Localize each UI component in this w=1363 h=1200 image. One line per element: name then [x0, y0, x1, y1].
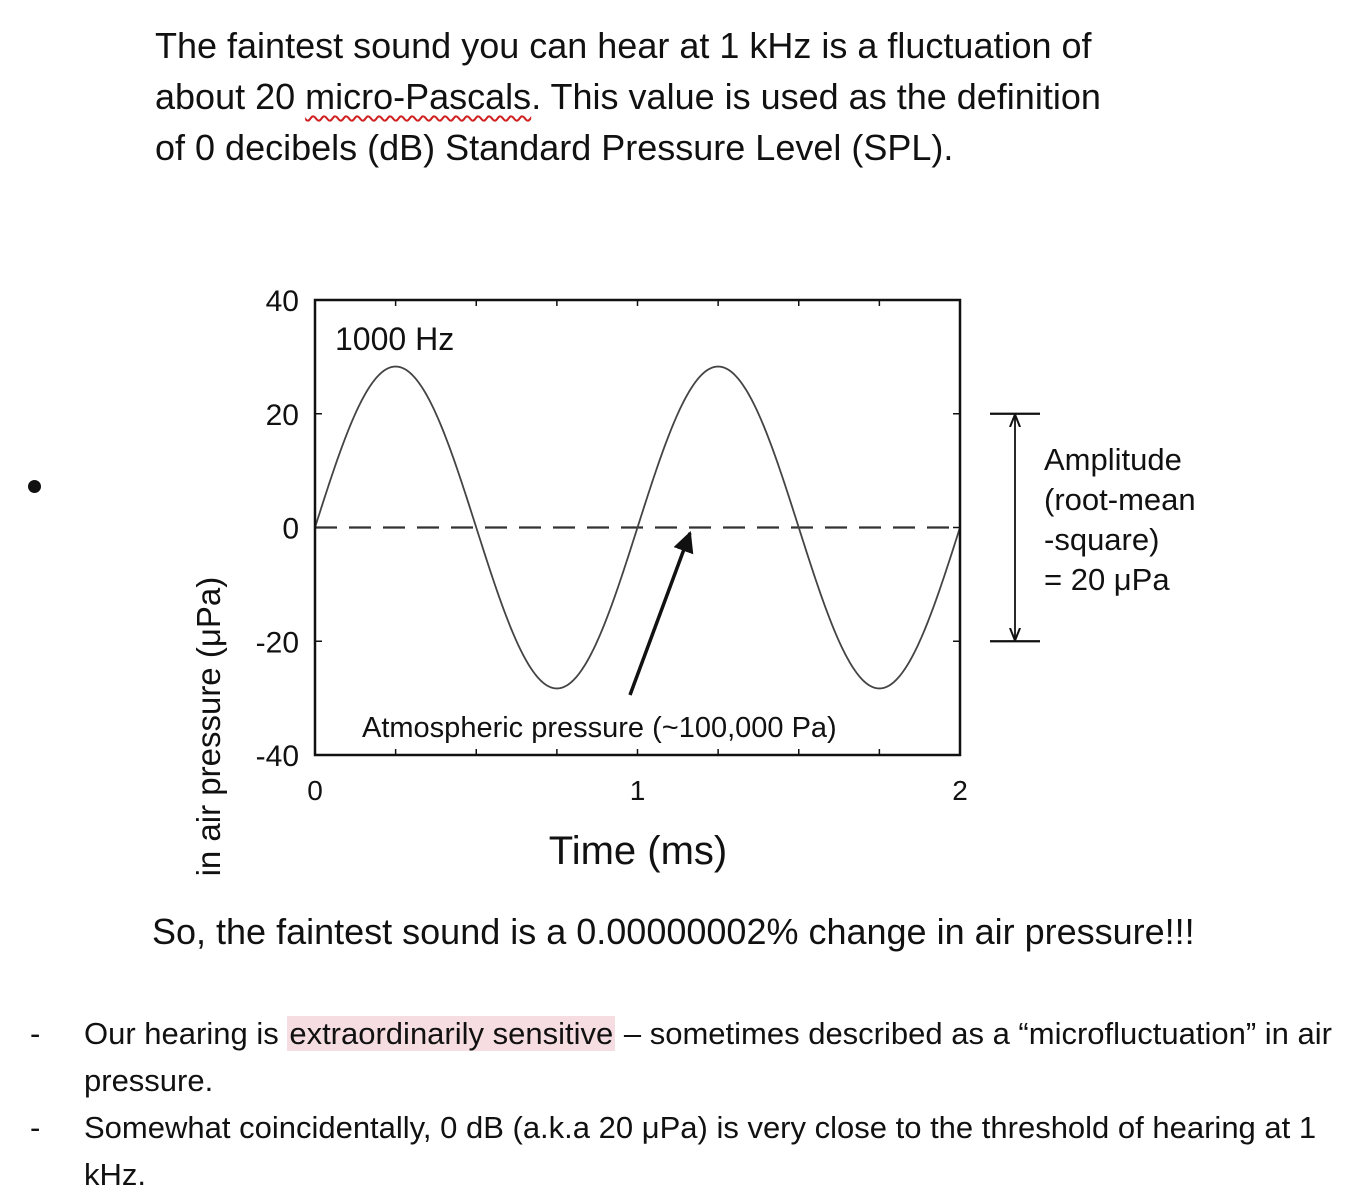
note-text: Somewhat coincidentally, 0 dB (a.k.a 20 …: [84, 1110, 1317, 1192]
spellcheck-flagged-word[interactable]: micro-Pascals: [305, 76, 532, 117]
baseline-pointer-arrow: [628, 531, 694, 696]
intro-line-1: The faintest sound you can hear at 1 kHz…: [155, 25, 1092, 66]
amplitude-label-line-3: -square): [1044, 522, 1159, 557]
intro-paragraph: The faintest sound you can hear at 1 kHz…: [155, 20, 1255, 173]
amplitude-label-line-1: Amplitude: [1044, 442, 1182, 477]
y-axis-label: Devaition in air pressure (μPa): [190, 577, 227, 880]
y-tick-label: 0: [282, 513, 299, 546]
dash-bullet: -: [30, 1110, 41, 1145]
x-axis-label: Time (ms): [549, 829, 727, 873]
y-tick-label: 20: [266, 399, 299, 432]
note-text-end: – sometimes described as a “microfluctua…: [84, 1016, 1332, 1098]
sine-wave-1000hz: [314, 365, 961, 690]
list-item: - Our hearing is extraordinarily sensiti…: [0, 1010, 1363, 1104]
notes-list: - Our hearing is extraordinarily sensiti…: [0, 1010, 1363, 1198]
pressure-chart: Devaition in air pressure (μPa) Time (ms…: [190, 285, 1196, 880]
note-text: Our hearing is extraordinarily sensitive…: [84, 1010, 1334, 1104]
x-tick-label: 0: [307, 775, 323, 806]
intro-line-2: about 20 micro-Pascals. This value is us…: [155, 71, 1255, 122]
baseline-label: Atmospheric pressure (~100,000 Pa): [362, 712, 837, 744]
x-tick-label: 2: [952, 775, 968, 806]
y-tick-label: -20: [256, 626, 299, 659]
conclusion-text: So, the faintest sound is a 0.00000002% …: [152, 911, 1195, 952]
dash-bullet: -: [30, 1016, 41, 1051]
list-item: - Somewhat coincidentally, 0 dB (a.k.a 2…: [0, 1104, 1363, 1198]
highlighted-text: extraordinarily sensitive: [287, 1016, 616, 1051]
frequency-label: 1000 Hz: [335, 321, 454, 357]
amplitude-label-line-4: = 20 μPa: [1044, 562, 1170, 597]
y-tick-label: 40: [266, 285, 299, 318]
intro-line-3: of 0 decibels (dB) Standard Pressure Lev…: [155, 127, 954, 168]
amplitude-indicator: Amplitude (root-mean -square) = 20 μPa: [990, 412, 1196, 643]
note-text-start: Our hearing is: [84, 1016, 288, 1051]
bullet-dot-icon: [28, 480, 41, 493]
y-tick-label: -40: [256, 740, 299, 773]
intro-line-2-start: about 20: [155, 76, 306, 117]
amplitude-label-line-2: (root-mean: [1044, 482, 1196, 517]
plot-frame: [313, 298, 962, 757]
x-tick-label: 1: [630, 775, 646, 806]
intro-line-2-end: . This value is used as the definition: [531, 76, 1101, 117]
